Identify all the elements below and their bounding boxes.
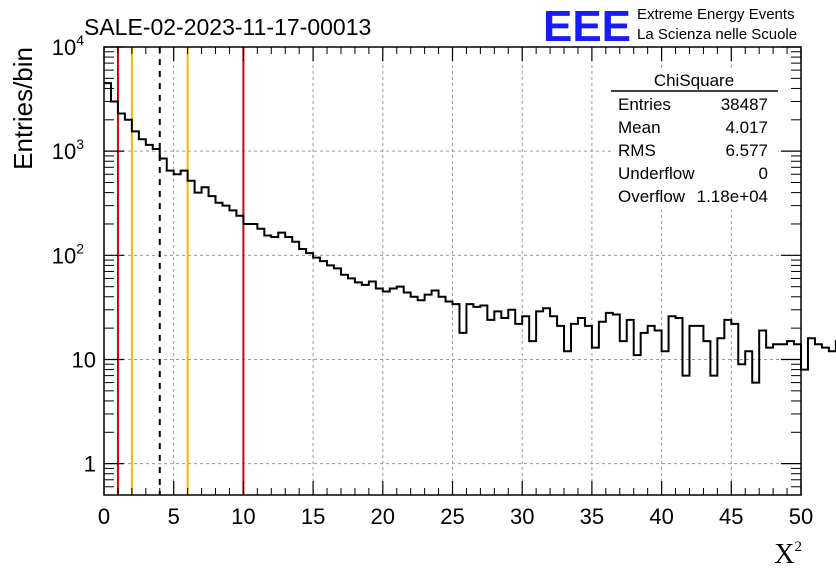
x-tick-label: 0	[98, 504, 110, 529]
y-tick-label: 103	[52, 136, 84, 164]
stats-value-underflow: 0	[759, 164, 768, 183]
x-tick-label: 35	[580, 504, 604, 529]
eee-logo: EEE	[543, 2, 631, 51]
stats-label-overflow: Overflow	[618, 187, 686, 206]
axis-ticks: 0 5 10 15 20 25 30 35 40 45 50 1 10 102 103 104	[52, 32, 814, 529]
y-axis-label: Entries/bin	[8, 47, 38, 170]
histogram-series	[104, 82, 836, 384]
stats-label-entries: Entries	[618, 95, 671, 114]
threshold-lines	[116, 47, 245, 495]
stats-value-entries: 38487	[721, 95, 768, 114]
stats-value-mean: 4.017	[725, 118, 768, 137]
stats-label-mean: Mean	[618, 118, 661, 137]
x-tick-label: 50	[789, 504, 813, 529]
y-tick-label: 104	[52, 32, 84, 60]
logo-line-2: La Scienza nelle Scuole	[637, 26, 797, 43]
stats-box-title: ChiSquare	[654, 71, 734, 90]
x-tick-label: 20	[371, 504, 395, 529]
plot-frame	[103, 46, 802, 496]
x-tick-label: 40	[649, 504, 673, 529]
stats-box: ChiSquare Entries 38487 Mean 4.017 RMS 6…	[611, 70, 778, 210]
x-axis-label: X2	[774, 539, 802, 570]
x-tick-label: 10	[231, 504, 255, 529]
y-tick-label: 1	[84, 452, 96, 477]
stats-value-rms: 6.577	[725, 141, 768, 160]
x-tick-label: 25	[440, 504, 464, 529]
stats-label-underflow: Underflow	[618, 164, 695, 183]
stats-label-rms: RMS	[618, 141, 656, 160]
y-tick-label: 102	[52, 240, 84, 268]
stats-value-overflow: 1.18e+04	[697, 187, 768, 206]
chart-title: SALE-02-2023-11-17-00013	[84, 14, 371, 40]
y-tick-label: 10	[72, 347, 96, 372]
x-tick-label: 5	[168, 504, 180, 529]
x-tick-label: 45	[719, 504, 743, 529]
x-tick-label: 30	[510, 504, 534, 529]
x-tick-label: 15	[301, 504, 325, 529]
logo-line-1: Extreme Energy Events	[637, 6, 795, 23]
